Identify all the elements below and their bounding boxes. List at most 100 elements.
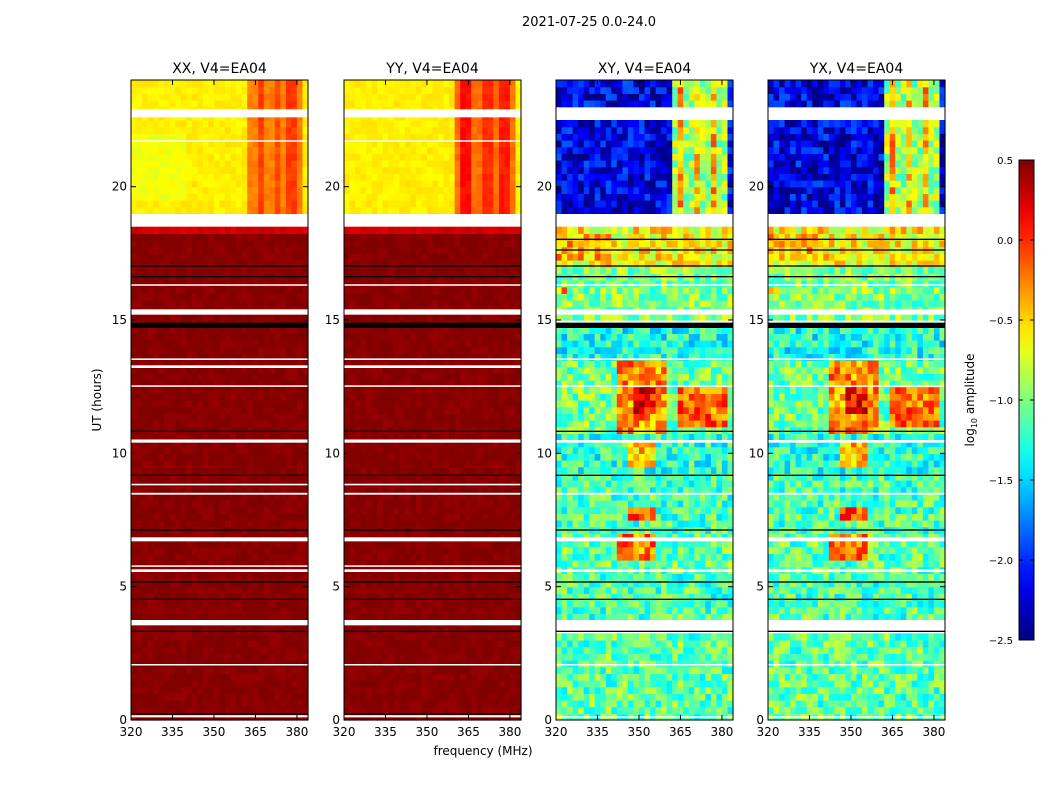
heatmap-cell	[291, 660, 298, 668]
heatmap-cell	[197, 480, 204, 488]
heatmap-cell	[487, 353, 494, 361]
heatmap-cell	[219, 680, 226, 688]
heatmap-cell	[186, 186, 193, 194]
heatmap-cell	[175, 293, 182, 301]
heatmap-cell	[158, 666, 165, 674]
heatmap-cell	[349, 640, 356, 648]
heatmap-cell	[186, 506, 193, 514]
heatmap-cell	[432, 473, 439, 481]
heatmap-cell	[291, 593, 298, 601]
heatmap-cell	[236, 506, 243, 514]
heatmap-cell	[214, 160, 221, 168]
heatmap-cell	[225, 640, 232, 648]
heatmap-cell	[131, 120, 138, 128]
heatmap-cell	[382, 493, 389, 501]
heatmap-cell	[136, 246, 143, 254]
heatmap-cell	[131, 266, 138, 274]
heatmap-cell	[454, 700, 461, 708]
heatmap-cell	[147, 386, 154, 394]
heatmap-cell	[230, 133, 237, 141]
heatmap-cell	[296, 493, 303, 501]
heatmap-cell	[349, 413, 356, 421]
heatmap-cell	[482, 466, 489, 474]
heatmap-cell	[131, 486, 138, 494]
heatmap-cell	[421, 413, 428, 421]
heatmap-cell	[432, 426, 439, 434]
heatmap-cell	[136, 660, 143, 668]
heatmap-cell	[136, 693, 143, 701]
heatmap-cell	[214, 453, 221, 461]
heatmap-cell	[377, 633, 384, 641]
heatmap-cell	[493, 646, 500, 654]
heatmap-cell	[214, 586, 221, 594]
heatmap-cell	[169, 253, 176, 261]
heatmap-cell	[131, 573, 138, 581]
heatmap-cell	[449, 540, 456, 548]
heatmap-cell	[153, 506, 160, 514]
heatmap-cell	[382, 346, 389, 354]
heatmap-cell	[180, 206, 187, 214]
heatmap-cell	[164, 86, 171, 94]
heatmap-cell	[509, 626, 516, 634]
heatmap-cell	[169, 86, 176, 94]
heatmap-cell	[274, 240, 281, 248]
heatmap-cell	[202, 240, 209, 248]
heatmap-cell	[498, 646, 505, 654]
heatmap-cell	[230, 560, 237, 568]
heatmap-cell	[147, 506, 154, 514]
heatmap-cell	[366, 506, 373, 514]
heatmap-cell	[388, 686, 395, 694]
heatmap-cell	[443, 520, 450, 528]
heatmap-cell	[291, 573, 298, 581]
heatmap-cell	[393, 333, 400, 341]
flagged-gap-row	[131, 620, 308, 626]
heatmap-cell	[465, 693, 472, 701]
heatmap-cell	[487, 406, 494, 414]
heatmap-cell	[504, 480, 511, 488]
heatmap-cell	[280, 540, 287, 548]
heatmap-cell	[197, 126, 204, 134]
heatmap-cell	[164, 680, 171, 688]
heatmap-cell	[504, 673, 511, 681]
heatmap-cell	[252, 260, 259, 268]
heatmap-cell	[360, 586, 367, 594]
heatmap-cell	[202, 186, 209, 194]
heatmap-cell	[175, 440, 182, 448]
heatmap-cell	[482, 653, 489, 661]
heatmap-cell	[366, 613, 373, 621]
heatmap-cell	[454, 493, 461, 501]
heatmap-cell	[388, 460, 395, 468]
heatmap-cell	[302, 646, 309, 654]
heatmap-cell	[169, 120, 176, 128]
heatmap-cell	[252, 180, 259, 188]
heatmap-cell	[274, 593, 281, 601]
heatmap-cell	[280, 513, 287, 521]
heatmap-cell	[147, 186, 154, 194]
heatmap-cell	[197, 626, 204, 634]
heatmap-cell	[186, 253, 193, 261]
heatmap-cell	[136, 606, 143, 614]
heatmap-cell	[388, 340, 395, 348]
heatmap-cell	[136, 86, 143, 94]
heatmap-cell	[460, 533, 467, 541]
heatmap-cell	[344, 673, 351, 681]
heatmap-cell	[349, 633, 356, 641]
heatmap-cell	[241, 266, 248, 274]
heatmap-cell	[415, 593, 422, 601]
heatmap-cell	[131, 246, 138, 254]
heatmap-cell	[136, 500, 143, 508]
heatmap-cell	[263, 400, 270, 408]
heatmap-cell	[247, 260, 254, 268]
heatmap-cell	[147, 360, 154, 368]
heatmap-cell	[355, 333, 362, 341]
heatmap-cell	[487, 520, 494, 528]
heatmap-cell	[285, 86, 292, 94]
heatmap-cell	[432, 700, 439, 708]
heatmap-cell	[186, 586, 193, 594]
heatmap-cell	[355, 360, 362, 368]
heatmap-cell	[169, 340, 176, 348]
heatmap-cell	[131, 186, 138, 194]
heatmap-cell	[164, 573, 171, 581]
heatmap-cell	[438, 393, 445, 401]
